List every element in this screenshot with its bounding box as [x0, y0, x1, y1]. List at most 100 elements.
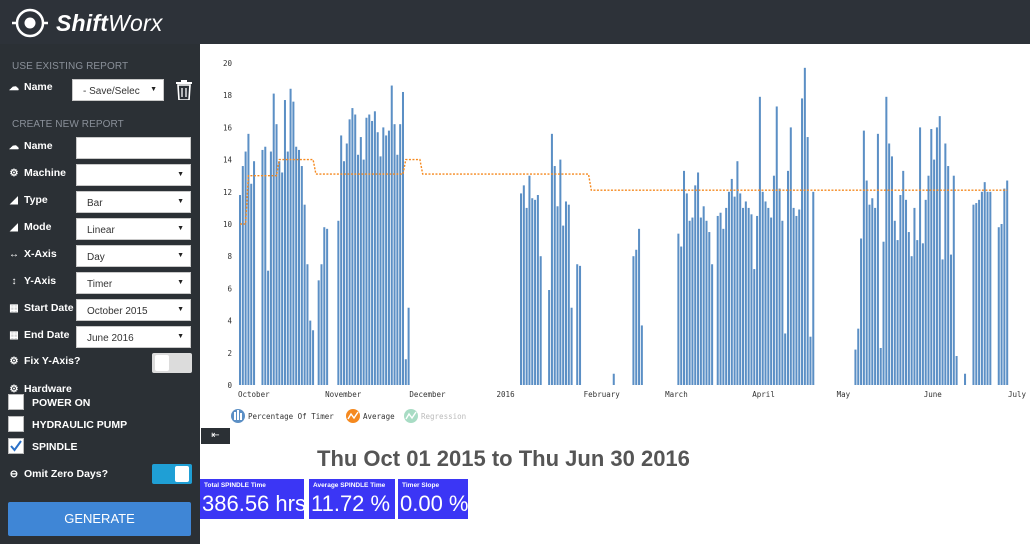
bar[interactable] — [565, 201, 567, 385]
bar[interactable] — [559, 160, 561, 385]
bar[interactable] — [318, 280, 320, 385]
bar[interactable] — [304, 205, 306, 385]
bar[interactable] — [276, 124, 278, 385]
report-name-input[interactable] — [76, 137, 191, 159]
bar[interactable] — [868, 205, 870, 385]
bar[interactable] — [526, 208, 528, 385]
trash-icon[interactable] — [175, 80, 193, 100]
bar[interactable] — [781, 221, 783, 385]
bar[interactable] — [571, 308, 573, 385]
bar[interactable] — [576, 264, 578, 385]
bar[interactable] — [885, 97, 887, 385]
bar[interactable] — [270, 152, 272, 385]
bar[interactable] — [1001, 224, 1003, 385]
legend-item-regression[interactable]: Regression — [404, 409, 466, 423]
bar[interactable] — [278, 161, 280, 385]
bar[interactable] — [346, 144, 348, 386]
type-select[interactable]: Bar ▼ — [76, 191, 191, 213]
bar[interactable] — [691, 218, 693, 385]
bar[interactable] — [787, 171, 789, 385]
bar[interactable] — [287, 152, 289, 385]
bar[interactable] — [365, 118, 367, 385]
bar[interactable] — [857, 329, 859, 385]
bar[interactable] — [349, 119, 351, 385]
bar[interactable] — [742, 208, 744, 385]
bar[interactable] — [298, 150, 300, 385]
bar[interactable] — [632, 256, 634, 385]
bar[interactable] — [250, 184, 252, 385]
bar[interactable] — [936, 127, 938, 385]
end-date-select[interactable]: June 2016 ▼ — [76, 326, 191, 348]
bar[interactable] — [956, 356, 958, 385]
bar[interactable] — [242, 166, 244, 385]
bar[interactable] — [933, 160, 935, 385]
bar[interactable] — [748, 208, 750, 385]
bar[interactable] — [683, 171, 685, 385]
bar[interactable] — [883, 242, 885, 385]
bar[interactable] — [534, 200, 536, 385]
legend-item-percentage[interactable]: Percentage Of Timer — [231, 409, 334, 423]
bar[interactable] — [273, 94, 275, 385]
bar[interactable] — [779, 189, 781, 385]
bar[interactable] — [689, 221, 691, 385]
bar[interactable] — [731, 179, 733, 385]
existing-report-select[interactable]: - Save/Selec ▼ — [72, 79, 164, 101]
bar[interactable] — [767, 208, 769, 385]
bar[interactable] — [925, 200, 927, 385]
bar[interactable] — [863, 131, 865, 385]
bar[interactable] — [363, 160, 365, 385]
bar[interactable] — [944, 144, 946, 386]
bar[interactable] — [385, 135, 387, 385]
omit-zero-toggle[interactable] — [152, 464, 192, 484]
bar[interactable] — [899, 195, 901, 385]
bar[interactable] — [686, 193, 688, 385]
bar[interactable] — [913, 208, 915, 385]
bar[interactable] — [722, 229, 724, 385]
bar[interactable] — [953, 176, 955, 385]
power-on-checkbox[interactable] — [8, 394, 24, 410]
bar[interactable] — [717, 216, 719, 385]
bar[interactable] — [795, 216, 797, 385]
bar[interactable] — [911, 256, 913, 385]
bar[interactable] — [554, 166, 556, 385]
bar[interactable] — [380, 156, 382, 385]
bar[interactable] — [894, 221, 896, 385]
bar[interactable] — [290, 89, 292, 385]
bar[interactable] — [753, 269, 755, 385]
bar[interactable] — [638, 229, 640, 385]
bar[interactable] — [281, 172, 283, 385]
bar[interactable] — [734, 197, 736, 385]
bar[interactable] — [245, 152, 247, 385]
bar[interactable] — [942, 259, 944, 385]
bar[interactable] — [720, 213, 722, 385]
bar[interactable] — [368, 115, 370, 385]
bar[interactable] — [562, 226, 564, 385]
bar[interactable] — [703, 206, 705, 385]
bar[interactable] — [880, 348, 882, 385]
bar[interactable] — [888, 144, 890, 386]
bar[interactable] — [568, 205, 570, 385]
bar[interactable] — [374, 111, 376, 385]
bar[interactable] — [301, 166, 303, 385]
bar[interactable] — [680, 247, 682, 385]
bar[interactable] — [402, 92, 404, 385]
bar[interactable] — [697, 172, 699, 385]
bar[interactable] — [745, 201, 747, 385]
bar[interactable] — [916, 240, 918, 385]
bar[interactable] — [337, 221, 339, 385]
y-axis-select[interactable]: Timer ▼ — [76, 272, 191, 294]
bar[interactable] — [306, 264, 308, 385]
bar[interactable] — [641, 325, 643, 385]
bar[interactable] — [975, 203, 977, 385]
bar[interactable] — [520, 193, 522, 385]
bar[interactable] — [964, 374, 966, 385]
bar[interactable] — [391, 86, 393, 385]
bar[interactable] — [1006, 181, 1008, 385]
bar[interactable] — [750, 214, 752, 385]
bar[interactable] — [784, 333, 786, 385]
bar[interactable] — [765, 201, 767, 385]
bar[interactable] — [708, 232, 710, 385]
bar[interactable] — [877, 134, 879, 385]
bar[interactable] — [635, 250, 637, 385]
bar[interactable] — [947, 166, 949, 385]
